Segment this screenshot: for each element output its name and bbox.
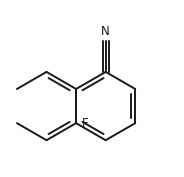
Text: F: F	[82, 117, 88, 130]
Text: N: N	[101, 25, 110, 38]
